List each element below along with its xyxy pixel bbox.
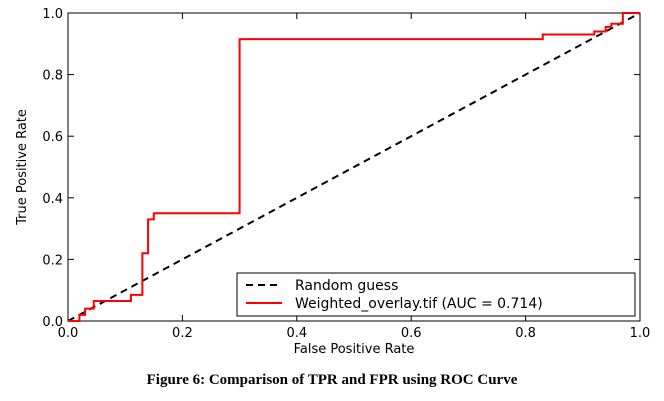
x-tick-label: 0.0 [58, 326, 79, 341]
x-axis-label: False Positive Rate [294, 342, 415, 357]
legend-box [236, 272, 636, 317]
y-tick-label: 0.4 [42, 192, 63, 207]
y-tick-label: 0.6 [42, 130, 63, 145]
series-layer [67, 12, 641, 322]
series-line-weighted-overlay [68, 12, 640, 322]
legend-label-random-guess: Random guess [295, 278, 398, 294]
figure-caption: Figure 6: Comparison of TPR and FPR usin… [146, 372, 518, 388]
legend: Random guess Weighted_overlay.tif (AUC =… [236, 272, 636, 317]
x-tick-label: 0.8 [515, 326, 536, 341]
y-axis-label: True Positive Rate [15, 109, 30, 226]
y-tick-label: 0.8 [42, 69, 63, 84]
x-tick-label: 0.2 [172, 326, 193, 341]
plot-frame [67, 12, 641, 322]
x-tick-label: 0.6 [401, 326, 422, 341]
legend-label-weighted-overlay: Weighted_overlay.tif (AUC = 0.714) [295, 296, 543, 312]
x-tick-label: 0.4 [286, 326, 307, 341]
y-tick-label: 0.0 [42, 315, 63, 330]
series-line-random-guess [67, 12, 641, 322]
y-tick-label: 0.2 [42, 253, 63, 268]
x-tick-label: 1.0 [630, 326, 651, 341]
axis-ticks: 0.0 0.2 0.4 0.6 0.8 1.0 0.0 0.2 0.4 0.6 0.8 1.0 [42, 7, 650, 341]
y-tick-label: 1.0 [42, 7, 63, 22]
